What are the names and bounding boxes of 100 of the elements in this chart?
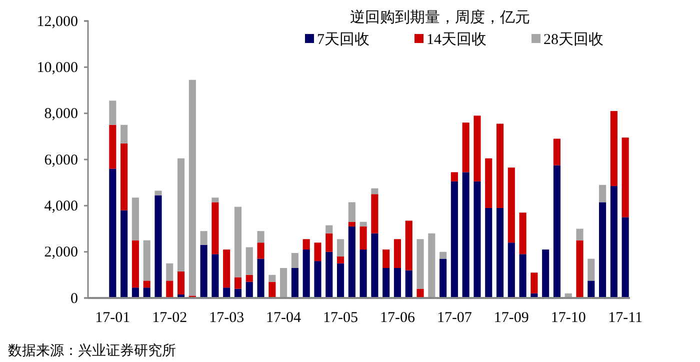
bar (336, 263, 344, 298)
y-tick-label: 6,000 (44, 152, 78, 168)
bar (440, 258, 447, 298)
legend-label: 14天回收 (426, 32, 486, 48)
bar (576, 228, 584, 240)
bar (450, 172, 458, 182)
x-tick-label: 17-02 (152, 310, 188, 326)
bar (416, 239, 424, 289)
bar (109, 124, 116, 169)
bar (291, 268, 298, 298)
bar (382, 268, 390, 298)
bar (109, 100, 116, 125)
y-tick-label: 12,000 (36, 14, 78, 30)
chart-title: 逆回购到期量，周度，亿元 (350, 9, 530, 26)
y-tick-label: 2,000 (44, 244, 78, 261)
bar (257, 242, 264, 259)
y-tick-label: 0 (70, 290, 78, 307)
bar (553, 138, 561, 166)
bar (371, 194, 378, 234)
bar (496, 208, 504, 298)
bar (588, 280, 595, 298)
bar (326, 233, 333, 252)
bar (462, 122, 470, 172)
x-tick-label: 17-01 (95, 310, 130, 326)
bar (166, 263, 174, 281)
bar (382, 250, 390, 268)
bar (109, 168, 116, 298)
x-tick-label: 17-06 (380, 310, 416, 326)
bar (291, 252, 298, 268)
bar (610, 111, 618, 186)
bar (246, 247, 253, 275)
bar (302, 239, 310, 250)
bar (405, 270, 412, 298)
bar (440, 252, 447, 259)
bar (474, 181, 481, 298)
bar (485, 208, 492, 298)
bar (462, 172, 470, 298)
bar (177, 271, 185, 295)
bar (610, 186, 618, 298)
bar (599, 202, 606, 298)
bar (371, 188, 378, 194)
bar (212, 254, 219, 298)
bar (428, 233, 436, 298)
x-tick-label: 17-05 (323, 310, 358, 326)
x-tick-label: 17-03 (209, 310, 244, 326)
bar (394, 268, 402, 298)
bar (519, 254, 526, 298)
x-tick-label: 17-09 (494, 310, 529, 326)
y-tick-label: 10,000 (36, 60, 78, 76)
x-tick-label: 17-07 (436, 310, 472, 326)
bar (280, 268, 288, 298)
bar (302, 250, 310, 298)
bar (268, 274, 276, 282)
legend-label: 28天回收 (544, 32, 604, 48)
bar (553, 165, 561, 298)
bar (599, 184, 606, 202)
bar (268, 282, 276, 298)
bar (496, 124, 504, 208)
bar (212, 198, 219, 202)
bar (200, 231, 208, 245)
y-tick-label: 4,000 (44, 198, 78, 214)
y-tick-label: 8,000 (44, 106, 78, 122)
bar (257, 258, 264, 298)
bar (234, 277, 242, 289)
legend-label: 7天回收 (317, 32, 370, 48)
bar (336, 239, 344, 256)
bar (348, 226, 356, 298)
bar (246, 274, 253, 282)
bar (508, 242, 515, 298)
bar (405, 220, 412, 270)
bar (326, 252, 333, 298)
bar (132, 240, 139, 288)
bar (132, 198, 139, 240)
bar (450, 181, 458, 298)
x-tick-label: 17-11 (608, 310, 643, 326)
bar (485, 158, 492, 208)
bar (177, 158, 185, 272)
bar (314, 261, 322, 298)
bar (348, 202, 356, 222)
bar (120, 143, 128, 210)
bar (336, 256, 344, 264)
bar (622, 217, 629, 298)
bar (519, 212, 526, 254)
x-tick-label: 17-10 (550, 310, 586, 326)
bar (246, 282, 253, 298)
bar (143, 288, 150, 298)
bar (257, 231, 264, 243)
bar (166, 280, 174, 298)
bar (223, 250, 230, 288)
bar (154, 190, 162, 196)
bar (474, 116, 481, 182)
bar (348, 222, 356, 226)
bar (154, 195, 162, 298)
bar (200, 244, 208, 298)
bar (588, 258, 595, 281)
bar (371, 233, 378, 298)
bar (542, 250, 550, 298)
bar (212, 202, 219, 254)
bar (508, 168, 515, 243)
bar (530, 272, 538, 294)
